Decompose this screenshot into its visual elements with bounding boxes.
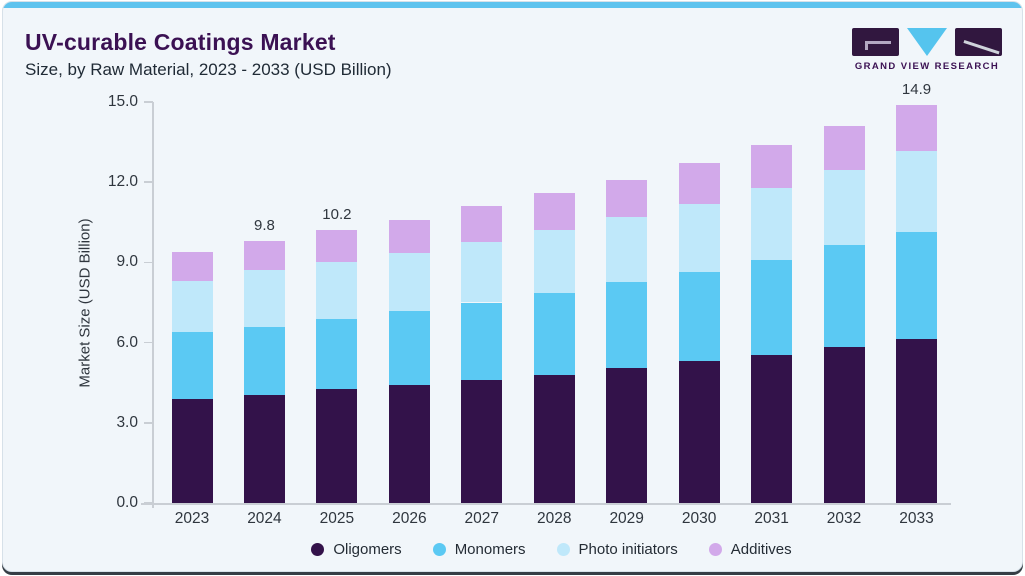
- logo-wordmark: GRAND VIEW RESEARCH: [854, 61, 1000, 72]
- bar-segment-photo-initiators: [606, 216, 648, 283]
- page-subtitle: Size, by Raw Material, 2023 - 2033 (USD …: [25, 60, 392, 79]
- x-tick-label: 2027: [464, 510, 500, 527]
- x-tick-label: 2029: [609, 510, 644, 527]
- legend: Oligomers Monomers Photo initiators Additiv…: [152, 538, 951, 560]
- bar-segment-monomers: [171, 331, 213, 399]
- x-axis-line: [141, 503, 951, 505]
- bar-value-label: 14.9: [901, 80, 932, 98]
- y-tick-label: 0.0: [116, 494, 138, 511]
- bar-segment-additives: [823, 126, 865, 171]
- legend-swatch-icon: [708, 542, 722, 556]
- bar-segment-oligomers: [896, 338, 937, 503]
- x-tick-label: 2031: [754, 510, 789, 527]
- bar-segment-monomers: [316, 318, 358, 390]
- bar-segment-additives: [751, 144, 793, 188]
- y-tick-mark: [144, 341, 153, 344]
- bar-segment-monomers: [823, 245, 865, 347]
- x-tick-label: 2033: [899, 510, 934, 527]
- bar-segment-photo-initiators: [243, 270, 285, 327]
- bar-segment-additives: [388, 219, 430, 254]
- gvr-logo-shapes: [852, 28, 1002, 56]
- bar-segment-oligomers: [823, 346, 865, 503]
- bar-segment-additives: [316, 230, 358, 263]
- y-tick-mark: [144, 101, 153, 103]
- bar-segment-additives: [461, 206, 503, 243]
- legend-label: Monomers: [454, 540, 526, 558]
- bar-segment-photo-initiators: [171, 281, 213, 332]
- legend-swatch-icon: [311, 542, 325, 556]
- bar-segment-monomers: [388, 310, 430, 386]
- top-accent-bar: [3, 2, 1022, 8]
- logo-r-block-icon: [955, 28, 1002, 56]
- legend-label: Additives: [730, 540, 792, 558]
- bar-value-label: 10.2: [322, 206, 352, 224]
- legend-item-additives: Additives: [708, 540, 792, 558]
- bar-segment-oligomers: [678, 361, 720, 503]
- bar-segment-oligomers: [606, 367, 648, 503]
- page-title: UV-curable Coatings Market: [25, 29, 336, 55]
- bar-segment-photo-initiators: [751, 187, 793, 260]
- y-tick-mark: [144, 181, 153, 183]
- legend-swatch-icon: [432, 542, 446, 556]
- legend-item-photo-initiators: Photo initiators: [556, 540, 678, 558]
- stacked-bar-chart: Market Size (USD Billion) 0.0 3.0 6.0 9.0 12…: [3, 2, 1022, 571]
- legend-label: Photo initiators: [578, 540, 678, 558]
- y-tick-label: 9.0: [116, 253, 138, 271]
- y-tick-label: 3.0: [116, 413, 138, 431]
- x-tick-label: 2026: [392, 510, 427, 527]
- bar-segment-monomers: [606, 282, 648, 368]
- y-tick-label: 6.0: [116, 333, 138, 351]
- x-tick-label: 2030: [681, 510, 717, 527]
- bar-segment-monomers: [751, 259, 793, 355]
- x-tick-label: 2028: [537, 510, 572, 527]
- y-tick-label: 12.0: [107, 173, 138, 191]
- bar-segment-photo-initiators: [533, 230, 575, 294]
- x-tick-label: 2032: [826, 510, 862, 527]
- bar-segment-monomers: [678, 271, 720, 362]
- bar-segment-photo-initiators: [896, 151, 937, 232]
- bar-segment-additives: [606, 179, 648, 217]
- legend-item-monomers: Monomers: [432, 540, 526, 558]
- bar-value-label: 9.8: [254, 217, 275, 234]
- bar-segment-photo-initiators: [316, 262, 358, 319]
- logo-v-triangle-icon: [907, 28, 947, 56]
- y-axis-title: Market Size (USD Billion): [76, 217, 94, 388]
- y-axis-line: [152, 102, 154, 508]
- x-tick-label: 2025: [319, 510, 355, 527]
- bar-segment-oligomers: [243, 394, 285, 503]
- legend-item-oligomers: Oligomers: [311, 540, 402, 558]
- bar-segment-photo-initiators: [388, 253, 430, 311]
- bar-segment-photo-initiators: [461, 242, 503, 303]
- bar-segment-oligomers: [388, 385, 430, 503]
- bar-segment-additives: [896, 104, 937, 152]
- x-tick-label: 2024: [247, 510, 282, 527]
- gvr-logo: GRAND VIEW RESEARCH: [852, 28, 1002, 74]
- bar-segment-oligomers: [751, 354, 793, 503]
- y-tick-mark: [144, 502, 153, 504]
- bar-segment-oligomers: [316, 389, 358, 503]
- logo-g-block-icon: [852, 28, 899, 56]
- x-tick-label: 2023: [174, 510, 210, 527]
- bar-segment-oligomers: [171, 398, 213, 503]
- legend-label: Oligomers: [333, 540, 402, 558]
- bar-segment-monomers: [533, 293, 575, 375]
- legend-swatch-icon: [556, 542, 570, 556]
- bar-segment-additives: [533, 192, 575, 231]
- bar-segment-oligomers: [533, 374, 575, 503]
- y-tick-label: 15.0: [107, 93, 138, 110]
- bar-segment-monomers: [461, 302, 503, 381]
- bar-segment-oligomers: [461, 380, 503, 503]
- y-tick-mark: [144, 261, 153, 264]
- y-tick-mark: [144, 422, 153, 424]
- bar-segment-photo-initiators: [823, 170, 865, 245]
- bar-segment-monomers: [243, 326, 285, 395]
- bar-segment-monomers: [896, 231, 937, 339]
- bar-segment-additives: [171, 251, 213, 282]
- bar-segment-additives: [243, 241, 285, 271]
- bar-segment-photo-initiators: [678, 203, 720, 272]
- bar-segment-additives: [678, 163, 720, 204]
